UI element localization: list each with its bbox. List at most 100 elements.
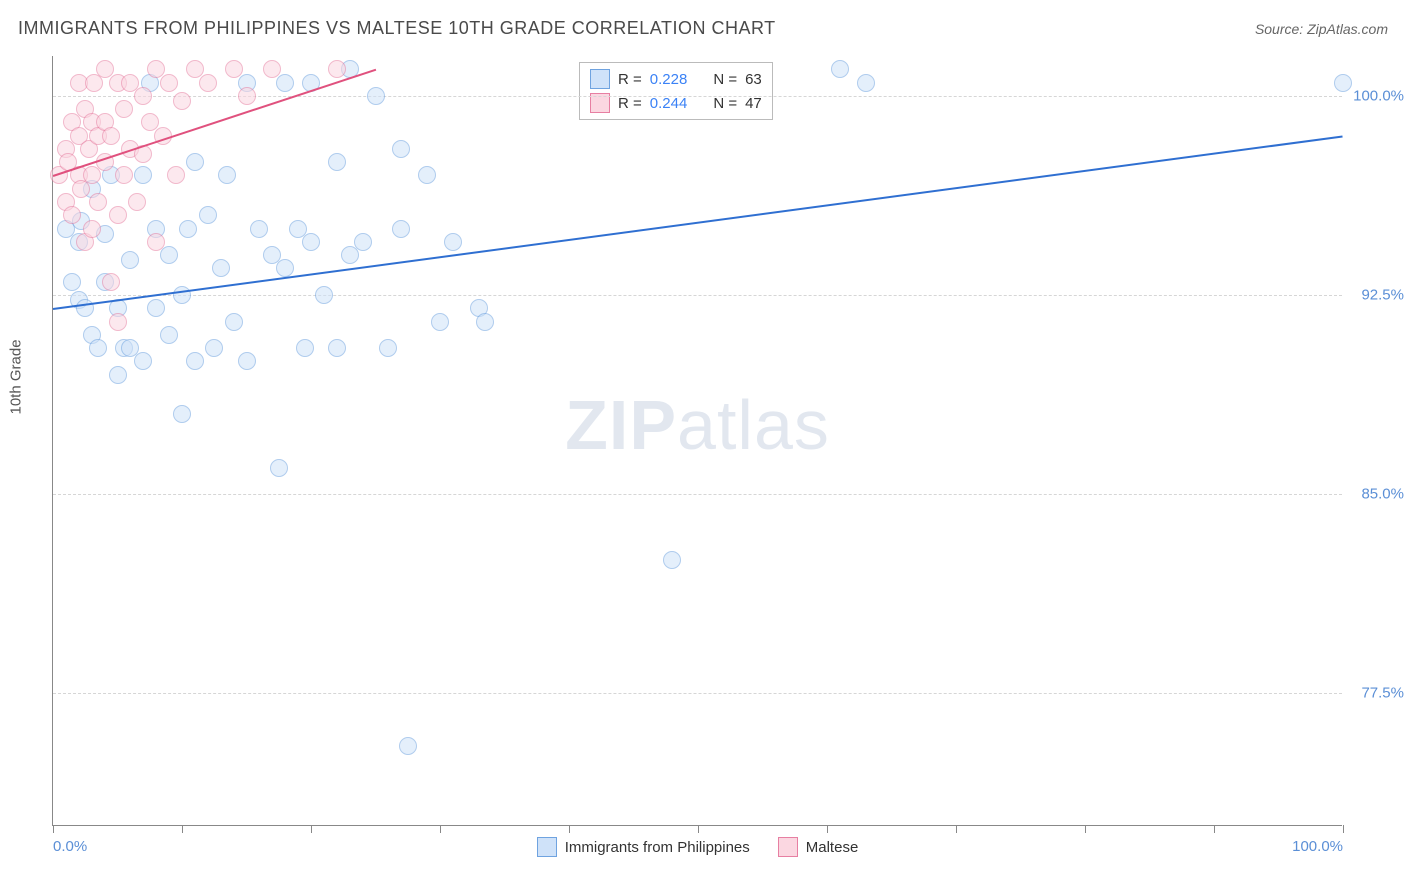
scatter-point <box>160 74 178 92</box>
legend-swatch-0 <box>590 69 610 89</box>
watermark-bold: ZIP <box>565 386 677 464</box>
x-tick <box>1343 825 1344 833</box>
scatter-point <box>857 74 875 92</box>
scatter-point <box>89 339 107 357</box>
scatter-point <box>238 352 256 370</box>
scatter-point <box>831 60 849 78</box>
scatter-point <box>218 166 236 184</box>
scatter-point <box>663 551 681 569</box>
watermark-rest: atlas <box>677 386 830 464</box>
x-tick <box>1085 825 1086 833</box>
scatter-point <box>102 273 120 291</box>
scatter-point <box>431 313 449 331</box>
scatter-point <box>167 166 185 184</box>
gridline-h <box>53 494 1342 495</box>
legend-label-1: Maltese <box>806 839 859 856</box>
legend-bottom: Immigrants from Philippines Maltese <box>53 837 1342 857</box>
r-label: R = <box>618 95 642 112</box>
x-tick-label: 0.0% <box>53 838 87 855</box>
legend-stats: R = 0.228 N = 63 R = 0.244 N = 47 <box>579 62 773 120</box>
scatter-point <box>102 127 120 145</box>
legend-item-0: Immigrants from Philippines <box>537 837 750 857</box>
plot-area: ZIPatlas R = 0.228 N = 63 R = 0.244 N = … <box>52 56 1342 826</box>
scatter-point <box>173 286 191 304</box>
legend-stats-row: R = 0.244 N = 47 <box>590 91 762 115</box>
scatter-point <box>392 140 410 158</box>
legend-label-0: Immigrants from Philippines <box>565 839 750 856</box>
scatter-point <box>160 326 178 344</box>
scatter-point <box>63 206 81 224</box>
scatter-point <box>476 313 494 331</box>
legend-swatch-b1 <box>778 837 798 857</box>
y-tick-label: 100.0% <box>1353 87 1404 104</box>
scatter-point <box>186 153 204 171</box>
x-tick <box>1214 825 1215 833</box>
scatter-point <box>354 233 372 251</box>
scatter-point <box>134 352 152 370</box>
legend-swatch-b0 <box>537 837 557 857</box>
scatter-point <box>179 220 197 238</box>
y-tick-label: 92.5% <box>1361 286 1404 303</box>
scatter-point <box>296 339 314 357</box>
trend-line <box>53 136 1343 311</box>
scatter-point <box>250 220 268 238</box>
x-tick <box>440 825 441 833</box>
scatter-point <box>225 313 243 331</box>
scatter-point <box>109 206 127 224</box>
scatter-point <box>205 339 223 357</box>
scatter-point <box>89 193 107 211</box>
watermark: ZIPatlas <box>565 385 830 465</box>
scatter-point <box>444 233 462 251</box>
x-tick <box>182 825 183 833</box>
scatter-point <box>115 166 133 184</box>
scatter-point <box>121 251 139 269</box>
scatter-point <box>199 74 217 92</box>
r-value-1: 0.244 <box>650 95 688 112</box>
scatter-point <box>367 87 385 105</box>
scatter-point <box>399 737 417 755</box>
scatter-point <box>225 60 243 78</box>
scatter-point <box>263 60 281 78</box>
title-bar: IMMIGRANTS FROM PHILIPPINES VS MALTESE 1… <box>18 18 1388 39</box>
scatter-point <box>238 87 256 105</box>
gridline-h <box>53 693 1342 694</box>
x-tick <box>53 825 54 833</box>
scatter-point <box>276 74 294 92</box>
scatter-point <box>134 166 152 184</box>
scatter-point <box>270 459 288 477</box>
scatter-point <box>328 60 346 78</box>
n-label: N = <box>713 71 737 88</box>
gridline-h <box>53 295 1342 296</box>
x-tick <box>956 825 957 833</box>
y-tick-label: 85.0% <box>1361 486 1404 503</box>
x-tick <box>311 825 312 833</box>
scatter-point <box>134 87 152 105</box>
scatter-point <box>302 233 320 251</box>
n-label: N = <box>713 95 737 112</box>
source-label: Source: ZipAtlas.com <box>1255 21 1388 37</box>
scatter-point <box>199 206 217 224</box>
scatter-point <box>109 366 127 384</box>
scatter-point <box>315 286 333 304</box>
n-value-0: 63 <box>745 71 762 88</box>
scatter-point <box>109 313 127 331</box>
x-tick-label: 100.0% <box>1292 838 1343 855</box>
scatter-point <box>276 259 294 277</box>
r-label: R = <box>618 71 642 88</box>
scatter-point <box>147 299 165 317</box>
scatter-point <box>212 259 230 277</box>
y-axis-label: 10th Grade <box>8 339 25 414</box>
chart-title: IMMIGRANTS FROM PHILIPPINES VS MALTESE 1… <box>18 18 776 39</box>
scatter-point <box>392 220 410 238</box>
scatter-point <box>328 339 346 357</box>
scatter-point <box>418 166 436 184</box>
x-tick <box>698 825 699 833</box>
r-value-0: 0.228 <box>650 71 688 88</box>
scatter-point <box>328 153 346 171</box>
scatter-point <box>379 339 397 357</box>
y-tick-label: 77.5% <box>1361 685 1404 702</box>
scatter-point <box>1334 74 1352 92</box>
x-tick <box>827 825 828 833</box>
x-tick <box>569 825 570 833</box>
scatter-point <box>83 220 101 238</box>
